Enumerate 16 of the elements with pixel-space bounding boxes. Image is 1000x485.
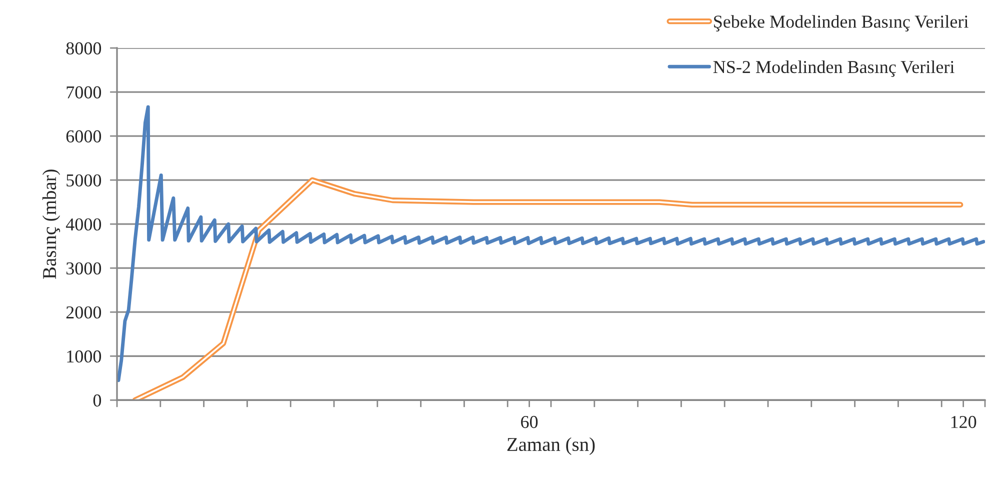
y-tick-label: 6000 bbox=[66, 130, 102, 142]
x-tick-label: 60 bbox=[521, 416, 538, 428]
y-tick-label: 7000 bbox=[66, 86, 102, 98]
y-axis-title: Basınç (mbar) bbox=[42, 170, 60, 279]
legend-label: Şebeke Modelinden Basınç Verileri bbox=[714, 15, 968, 32]
y-tick-label: 1000 bbox=[67, 350, 102, 363]
x-tick-label: 120 bbox=[951, 416, 976, 428]
y-tick-label: 4000 bbox=[66, 218, 102, 231]
y-tick-label: 2000 bbox=[66, 306, 102, 319]
x-axis-title: Zaman (sn) bbox=[507, 437, 595, 455]
y-tick-label: 5000 bbox=[66, 174, 102, 186]
y-tick-label: 8000 bbox=[66, 42, 102, 54]
legend-label: NS-2 Modelinden Basınç Verileri bbox=[713, 60, 954, 77]
y-tick-label: 0 bbox=[93, 394, 102, 407]
line-series bbox=[117, 105, 985, 382]
y-tick-label: 3000 bbox=[66, 262, 102, 275]
